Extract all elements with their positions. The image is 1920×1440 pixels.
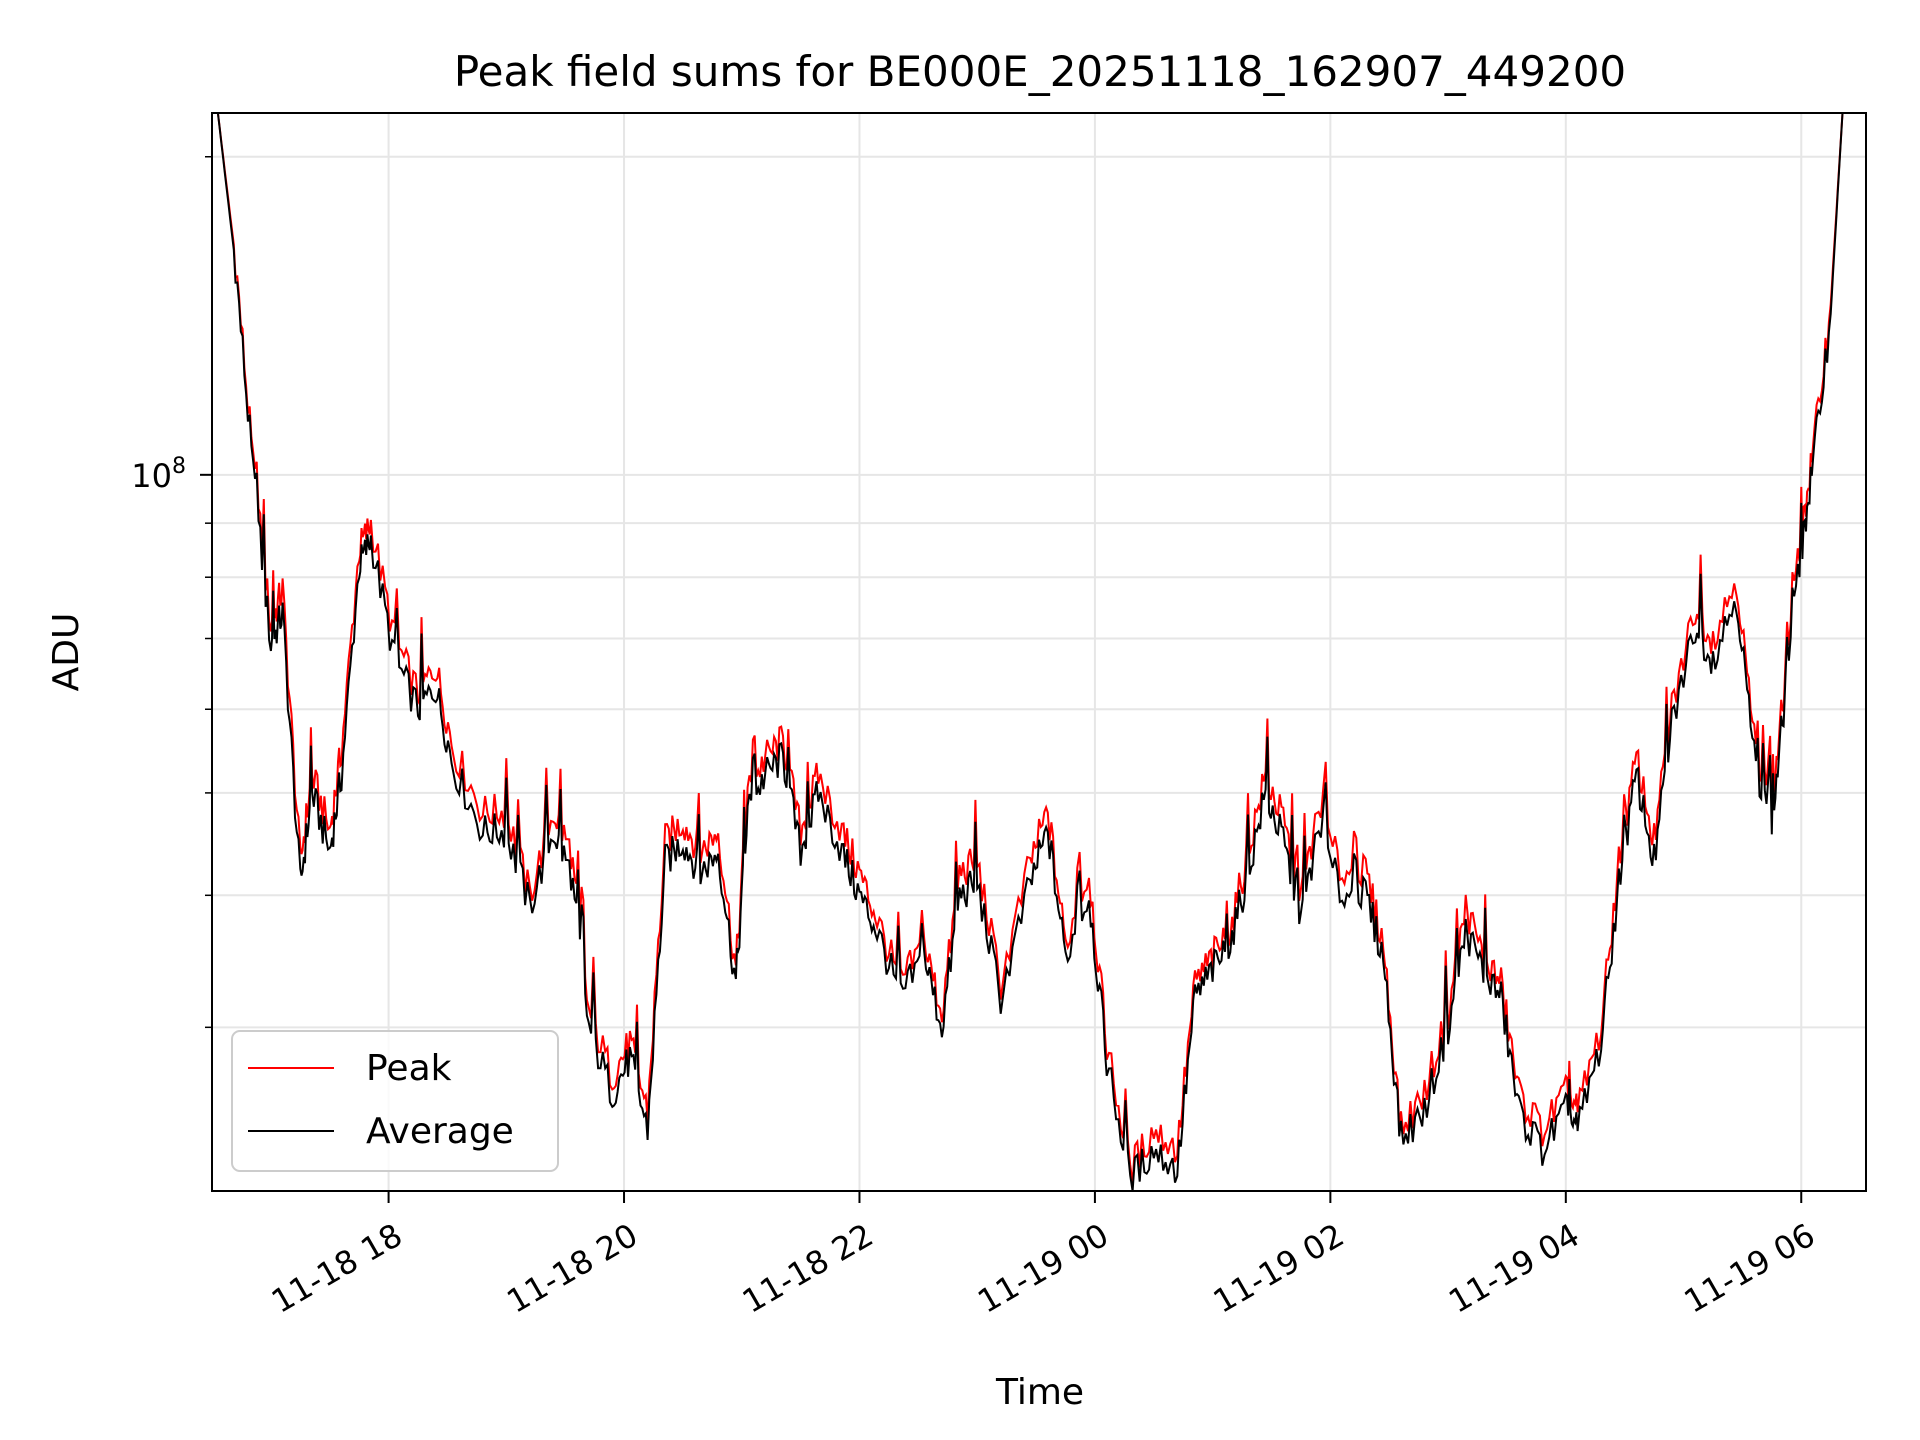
y-tick-label-1e8: 108 (131, 454, 186, 495)
gridlines (212, 113, 1866, 1191)
y-axis-label: ADU (46, 613, 87, 692)
x-tick-label-1: 11-18 20 (500, 1216, 644, 1321)
y-axis-ticks: 108 (131, 155, 212, 1029)
legend: Peak Average (231, 1030, 559, 1172)
x-tick-label-4: 11-19 02 (1207, 1216, 1351, 1321)
legend-label-average: Average (366, 1111, 514, 1152)
x-tick-label-6: 11-19 06 (1678, 1216, 1822, 1321)
x-tick-label-3: 11-19 00 (971, 1216, 1115, 1321)
plot-frame (211, 112, 1867, 1192)
x-tick-label-5: 11-19 04 (1442, 1216, 1586, 1321)
legend-box (231, 1030, 559, 1172)
series-line-peak (216, 112, 1844, 1184)
x-axis-label: Time (995, 1372, 1084, 1413)
plot-series (216, 112, 1844, 1192)
series-line-average (216, 112, 1844, 1192)
x-axis-ticks: 11-18 18 11-18 20 11-18 22 11-19 00 11-19 02… (265, 1191, 1821, 1321)
legend-label-peak: Peak (366, 1048, 452, 1089)
chart-title: Peak field sums for BE000E_20251118_1629… (454, 47, 1626, 96)
x-tick-label-2: 11-18 22 (736, 1216, 880, 1321)
x-tick-label-0: 11-18 18 (265, 1216, 409, 1321)
